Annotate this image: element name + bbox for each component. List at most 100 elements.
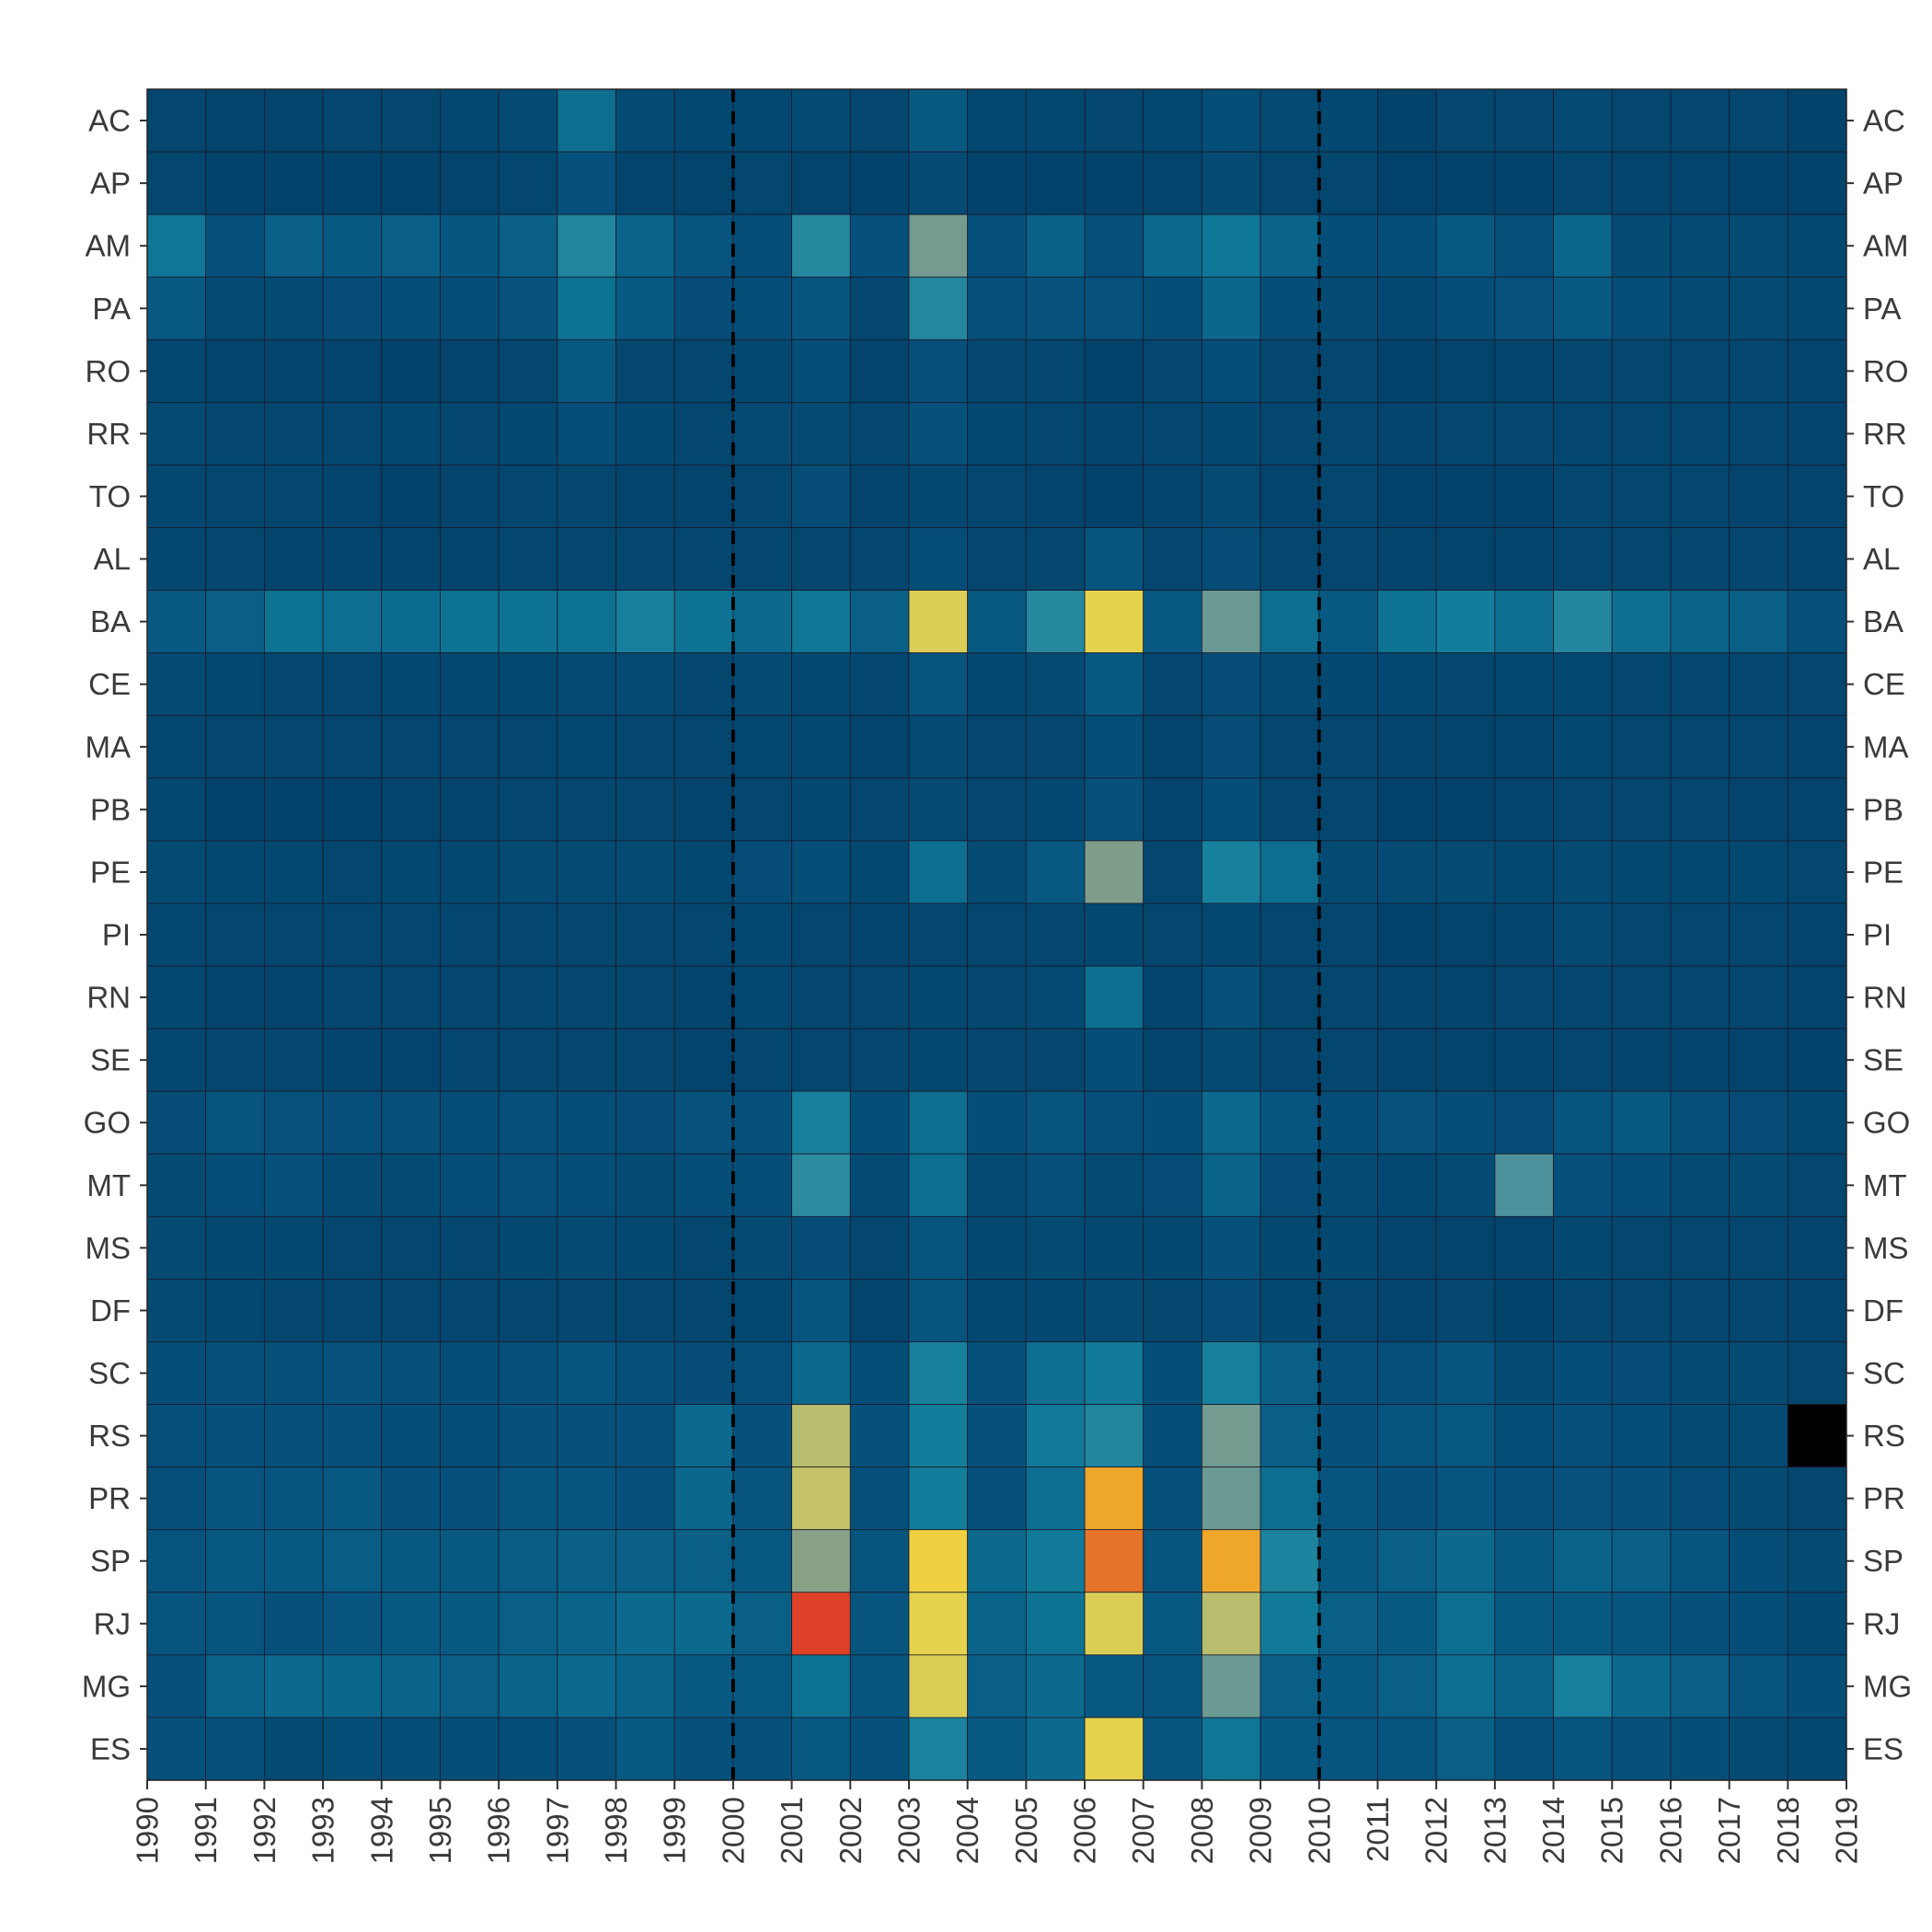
heatmap-cell-MT-2006: [1084, 1153, 1144, 1217]
heatmap-cell-PE-2017: [1729, 840, 1788, 904]
heatmap-cell-PE-2001: [791, 840, 851, 904]
y-tick-label-left-MT: MT: [86, 1168, 131, 1202]
heatmap-cell-RO-1997: [557, 339, 616, 403]
heatmap-cell-ES-2003: [908, 1717, 969, 1781]
heatmap-cell-RS-2014: [1553, 1404, 1613, 1468]
heatmap-cell-BA-1991: [205, 590, 265, 654]
heatmap-cell-BA-2009: [1259, 590, 1320, 654]
heatmap-cell-RO-2004: [967, 339, 1027, 403]
heatmap-cell-MG-2009: [1259, 1654, 1320, 1719]
heatmap-cell-SE-2014: [1553, 1028, 1613, 1092]
heatmap-cell-CE-2005: [1025, 652, 1086, 717]
heatmap-cell-MS-1995: [440, 1215, 500, 1280]
heatmap-cell-AC-1994: [381, 88, 441, 153]
heatmap-cell-MA-1995: [440, 715, 500, 779]
heatmap-cell-MG-1991: [205, 1654, 265, 1719]
heatmap-cell-MA-1991: [205, 715, 265, 779]
heatmap-cell-PR-2008: [1202, 1466, 1261, 1531]
heatmap-cell-AL-2014: [1553, 527, 1613, 591]
heatmap-cell-AL-2010: [1318, 527, 1378, 591]
heatmap-cell-SP-1999: [673, 1529, 734, 1593]
heatmap-cell-PI-2007: [1143, 903, 1202, 967]
heatmap-cell-PE-2016: [1670, 840, 1731, 904]
heatmap-cell-AC-1993: [322, 88, 383, 153]
heatmap-cell-PA-1997: [557, 276, 616, 340]
heatmap-cell-RR-1991: [205, 401, 265, 466]
heatmap-cell-AP-2017: [1729, 151, 1788, 215]
heatmap-cell-PB-2000: [732, 777, 792, 842]
heatmap-cell-GO-2014: [1553, 1090, 1613, 1155]
heatmap-cell-SP-2006: [1084, 1529, 1144, 1593]
heatmap-cell-PE-2013: [1494, 840, 1554, 904]
heatmap-cell-RN-2008: [1202, 965, 1261, 1029]
heatmap-cell-RJ-1995: [440, 1592, 500, 1656]
heatmap-cell-SE-2016: [1670, 1028, 1731, 1092]
heatmap-cell-MS-2007: [1143, 1215, 1202, 1280]
heatmap-cell-PB-2015: [1611, 777, 1672, 842]
heatmap-cell-GO-2009: [1259, 1090, 1320, 1155]
y-axis-left: AC AP AM PA RO RR TO AL BA CE MA PB PE PI RN SE GO MT MS DF…: [82, 104, 147, 1765]
heatmap-cell-AC-2004: [967, 88, 1027, 153]
x-tick-label-2018: 2018: [1771, 1797, 1805, 1864]
heatmap-cell-AP-2013: [1494, 151, 1554, 215]
heatmap-cell-SP-1997: [557, 1529, 616, 1593]
heatmap-cell-CE-1998: [615, 652, 675, 717]
heatmap-cell-DF-2010: [1318, 1279, 1378, 1342]
y-tick-label-left-RO: RO: [86, 354, 132, 388]
y-tick-label-right-MT: MT: [1863, 1168, 1907, 1202]
heatmap-cell-DF-2012: [1435, 1279, 1496, 1342]
heatmap-cell-RS-1993: [322, 1404, 383, 1468]
heatmap-cell-AC-2007: [1143, 88, 1202, 153]
heatmap-cell-PA-2002: [849, 276, 910, 340]
heatmap-cell-ES-1996: [498, 1717, 558, 1781]
heatmap-cell-AL-1991: [205, 527, 265, 591]
heatmap-cell-RJ-1990: [146, 1592, 207, 1656]
heatmap-cell-RR-2010: [1318, 401, 1378, 466]
heatmap-cell-PA-2008: [1202, 276, 1261, 340]
heatmap-cell-SP-1996: [498, 1529, 558, 1593]
heatmap-cell-AL-1998: [615, 527, 675, 591]
heatmap-cell-MS-2002: [849, 1215, 910, 1280]
heatmap-cell-MS-2006: [1084, 1215, 1144, 1280]
heatmap-cell-MG-1990: [146, 1654, 207, 1719]
heatmap-cell-AC-2013: [1494, 88, 1554, 153]
heatmap-cell-TO-2005: [1025, 465, 1086, 528]
heatmap-cell-DF-2015: [1611, 1279, 1672, 1342]
heatmap-cell-AL-1996: [498, 527, 558, 591]
heatmap-cell-RJ-2000: [732, 1592, 792, 1656]
heatmap-cell-SP-2017: [1729, 1529, 1788, 1593]
heatmap-cell-MT-2009: [1259, 1153, 1320, 1217]
heatmap-cell-TO-2001: [791, 465, 851, 528]
heatmap-cell-PR-2006: [1084, 1466, 1144, 1531]
heatmap-cell-RJ-2008: [1202, 1592, 1261, 1656]
heatmap-cell-PR-1992: [263, 1466, 324, 1531]
heatmap-cell-MA-2013: [1494, 715, 1554, 779]
x-tick-label-2003: 2003: [891, 1797, 926, 1864]
heatmap-cell-PB-1990: [146, 777, 207, 842]
heatmap-cell-CE-1994: [381, 652, 441, 717]
heatmap-cell-SE-1996: [498, 1028, 558, 1092]
heatmap-cell-SE-1997: [557, 1028, 616, 1092]
heatmap-cell-PA-1995: [440, 276, 500, 340]
heatmap-cell-ES-2006: [1084, 1717, 1144, 1781]
heatmap-cell-AM-1990: [146, 213, 207, 278]
heatmap-cell-TO-2007: [1143, 465, 1202, 528]
heatmap-cell-SP-2001: [791, 1529, 851, 1593]
heatmap-cell-PB-2002: [849, 777, 910, 842]
heatmap-cell-DF-2018: [1787, 1279, 1847, 1342]
y-tick-label-left-PE: PE: [90, 855, 131, 889]
heatmap-cell-AP-1997: [557, 151, 616, 215]
heatmap-cell-DF-2000: [732, 1279, 792, 1342]
heatmap-cell-SC-1996: [498, 1341, 558, 1405]
heatmap-cell-CE-1993: [322, 652, 383, 717]
heatmap-cell-AP-2002: [849, 151, 910, 215]
heatmap-cell-PR-1999: [673, 1466, 734, 1531]
heatmap-cell-MA-1993: [322, 715, 383, 779]
heatmap-cell-RJ-2018: [1787, 1592, 1847, 1656]
heatmap-cell-SC-2010: [1318, 1341, 1378, 1405]
heatmap-cell-RN-2003: [908, 965, 969, 1029]
heatmap-cell-PR-2005: [1025, 1466, 1086, 1531]
heatmap-cell-MT-2013: [1494, 1153, 1554, 1217]
y-tick-label-left-SE: SE: [90, 1043, 131, 1077]
heatmap-cell-MG-2014: [1553, 1654, 1613, 1719]
